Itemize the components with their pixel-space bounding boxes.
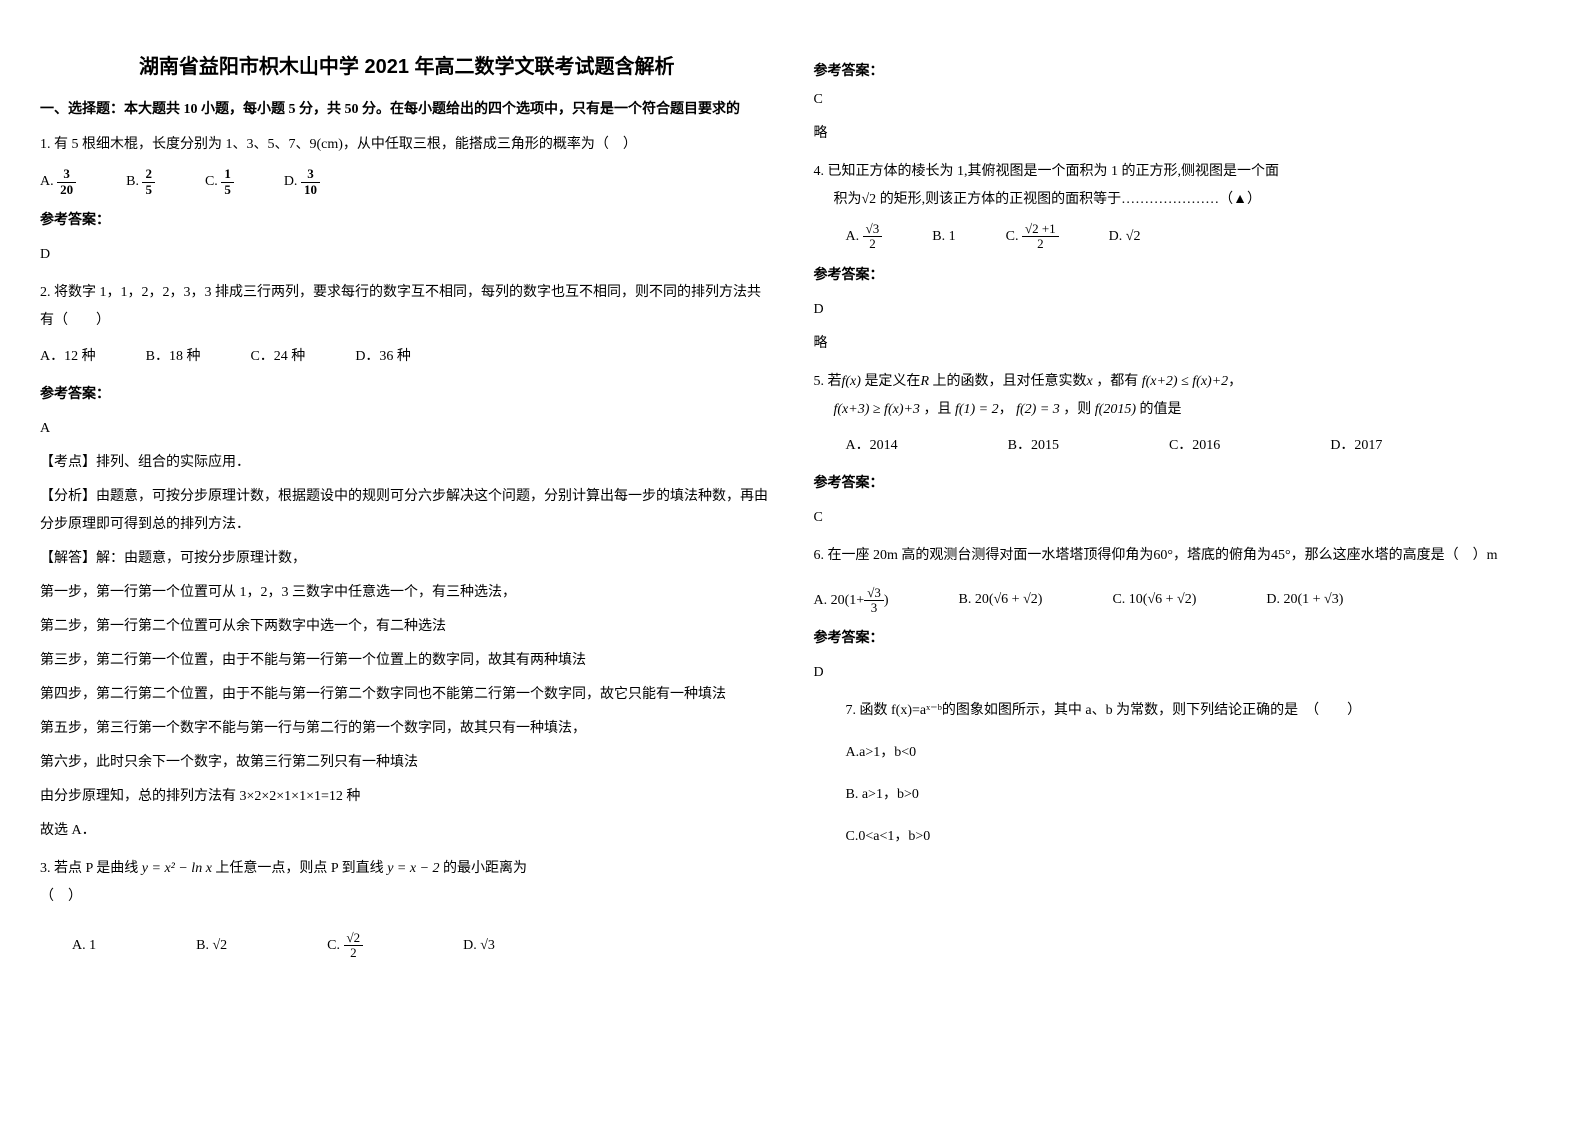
explanation: 第三步，第二行第一个位置，由于不能与第一行第一个位置上的数字同，故其有两种填法: [40, 647, 774, 675]
option-d: D. 310: [284, 167, 320, 197]
option-c: C.0<a<1，b>0: [846, 823, 1548, 851]
explanation: 第四步，第二行第二个位置，由于不能与第一行第二个数字同也不能第二行第一个数字同，…: [40, 681, 774, 709]
question-text-cont: （ ）: [40, 883, 774, 911]
answer-label: 参考答案：: [40, 207, 774, 235]
options-row: A．12 种 B．18 种 C．24 种 D．36 种: [40, 343, 774, 371]
option-b: B. 20(√6 + √2): [959, 586, 1043, 614]
option-a: A. √32: [846, 222, 883, 252]
option-b: B. √2: [196, 932, 227, 960]
explanation: 由分步原理知，总的排列方法有 3×2×2×1×1×1=12 种: [40, 783, 774, 811]
option-c: C．24 种: [250, 343, 305, 371]
question-text: 5. 若f(x) 是定义在R 上的函数，且对任意实数x ，都有 f(x+2) ≤…: [814, 368, 1548, 396]
answer-value: C: [814, 504, 1548, 532]
option-b: B．18 种: [146, 343, 201, 371]
explanation: 第六步，此时只余下一个数字，故第三行第二列只有一种填法: [40, 749, 774, 777]
option-d: D. 20(1 + √3): [1266, 586, 1343, 614]
option-b: B. 1: [932, 223, 955, 251]
option-c: C．2016: [1169, 432, 1220, 460]
explanation: 第二步，第一行第二个位置可从余下两数字中选一个，有二种选法: [40, 613, 774, 641]
question-5: 5. 若f(x) 是定义在R 上的函数，且对任意实数x ，都有 f(x+2) ≤…: [814, 368, 1548, 532]
question-2: 2. 将数字 1，1，2，2，3，3 排成三行两列，要求每行的数字互不相同，每列…: [40, 279, 774, 845]
question-1: 1. 有 5 根细木棍，长度分别为 1、3、5、7、9(cm)，从中任取三根，能…: [40, 131, 774, 269]
left-column: 湖南省益阳市枳木山中学 2021 年高二数学文联考试题含解析 一、选择题：本大题…: [40, 50, 774, 971]
option-b: B. a>1，b>0: [846, 781, 1548, 809]
answer-value: A: [40, 415, 774, 443]
document-title: 湖南省益阳市枳木山中学 2021 年高二数学文联考试题含解析: [40, 50, 774, 79]
option-a: A.a>1，b<0: [846, 739, 1548, 767]
option-a: A. 320: [40, 167, 76, 197]
options-row: A. 320 B. 25 C. 15 D. 310: [40, 167, 774, 197]
explanation: 【分析】由题意，可按分步原理计数，根据题设中的规则可分六步解决这个问题，分别计算…: [40, 483, 774, 539]
question-text-cont: f(x+3) ≥ f(x)+3 ，且 f(1) = 2， f(2) = 3 ，则…: [814, 396, 1548, 424]
options-row: A. √32 B. 1 C. √2 +12 D. √2: [814, 222, 1548, 252]
options-row: A. 20(1+√33) B. 20(√6 + √2) C. 10(√6 + √…: [814, 586, 1548, 616]
question-text: 1. 有 5 根细木棍，长度分别为 1、3、5、7、9(cm)，从中任取三根，能…: [40, 131, 774, 159]
option-c: C. √22: [327, 931, 363, 961]
option-d: D. √2: [1109, 223, 1141, 251]
options-row: A. 1 B. √2 C. √22 D. √3: [40, 931, 774, 961]
answer-label: 参考答案：: [814, 470, 1548, 498]
option-a: A．12 种: [40, 343, 96, 371]
options-row: A．2014 B．2015 C．2016 D．2017: [814, 432, 1548, 460]
option-d: D．36 种: [355, 343, 411, 371]
question-4: 4. 已知正方体的棱长为 1,其俯视图是一个面积为 1 的正方形,侧视图是一个面…: [814, 158, 1548, 358]
question-text: 7. 函数 f(x)=aˣ⁻ᵇ的图象如图所示，其中 a、b 为常数，则下列结论正…: [846, 697, 1548, 725]
option-c: C. √2 +12: [1006, 222, 1059, 252]
question-text: 4. 已知正方体的棱长为 1,其俯视图是一个面积为 1 的正方形,侧视图是一个面: [814, 158, 1548, 186]
option-d: D．2017: [1330, 432, 1382, 460]
question-text-cont: 积为√2 的矩形,则该正方体的正视图的面积等于…………………（▲）: [814, 186, 1548, 214]
option-b: B. 25: [126, 167, 155, 197]
section-header: 一、选择题：本大题共 10 小题，每小题 5 分，共 50 分。在每小题给出的四…: [40, 99, 774, 121]
question-text: 3. 若点 P 是曲线 y = x² − ln x 上任意一点，则点 P 到直线…: [40, 855, 774, 883]
answer-label: 参考答案：: [814, 60, 1548, 80]
question-text: 2. 将数字 1，1，2，2，3，3 排成三行两列，要求每行的数字互不相同，每列…: [40, 279, 774, 335]
answer-value: D: [814, 659, 1548, 687]
explanation: 略: [814, 120, 1548, 148]
question-3: 3. 若点 P 是曲线 y = x² − ln x 上任意一点，则点 P 到直线…: [40, 855, 774, 961]
answer-label: 参考答案：: [814, 625, 1548, 653]
option-c: C. 10(√6 + √2): [1112, 586, 1196, 614]
option-a: A．2014: [846, 432, 898, 460]
question-7: 7. 函数 f(x)=aˣ⁻ᵇ的图象如图所示，其中 a、b 为常数，则下列结论正…: [814, 697, 1548, 851]
option-d: D. √3: [463, 932, 495, 960]
explanation: 略: [814, 330, 1548, 358]
explanation: 故选 A．: [40, 817, 774, 845]
question-text: 6. 在一座 20m 高的观测台测得对面一水塔塔顶得仰角为60°，塔底的俯角为4…: [814, 542, 1548, 570]
answer-value: C: [814, 86, 1548, 114]
answer-label: 参考答案：: [814, 262, 1548, 290]
explanation: 第五步，第三行第一个数字不能与第一行与第二行的第一个数字同，故其只有一种填法，: [40, 715, 774, 743]
option-c: C. 15: [205, 167, 234, 197]
explanation: 第一步，第一行第一个位置可从 1，2，3 三数字中任意选一个，有三种选法，: [40, 579, 774, 607]
option-a: A. 1: [40, 932, 96, 960]
answer-label: 参考答案：: [40, 381, 774, 409]
answer-value: D: [40, 241, 774, 269]
question-6: 6. 在一座 20m 高的观测台测得对面一水塔塔顶得仰角为60°，塔底的俯角为4…: [814, 542, 1548, 688]
explanation: 【解答】解：由题意，可按分步原理计数，: [40, 545, 774, 573]
option-b: B．2015: [1008, 432, 1059, 460]
answer-value: D: [814, 296, 1548, 324]
option-a: A. 20(1+√33): [814, 586, 889, 616]
explanation: 【考点】排列、组合的实际应用．: [40, 449, 774, 477]
right-column: 参考答案： C 略 4. 已知正方体的棱长为 1,其俯视图是一个面积为 1 的正…: [814, 50, 1548, 971]
